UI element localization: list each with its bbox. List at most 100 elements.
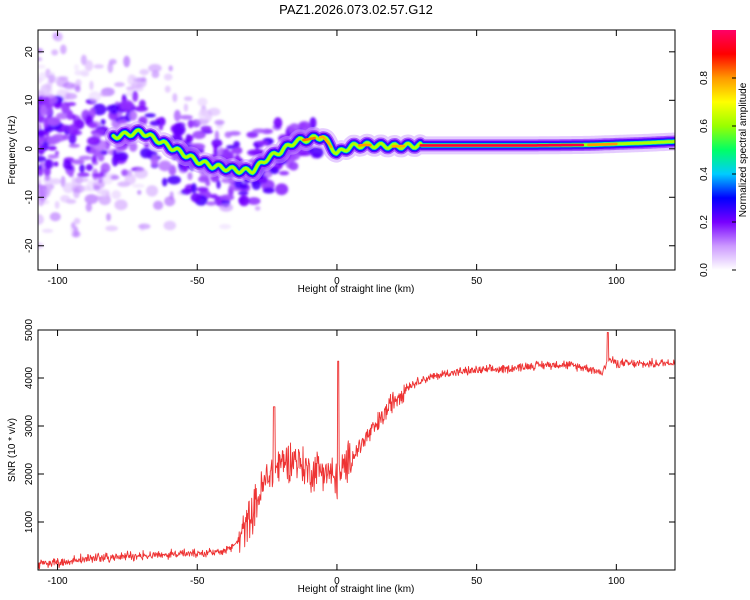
spectrogram-ridge-core — [587, 142, 618, 147]
spectrogram-blob — [60, 44, 67, 55]
spectrogram-blob — [109, 103, 119, 115]
spectrogram-ridge-core — [318, 135, 333, 149]
spectrogram-blob — [278, 170, 290, 176]
snr-line — [38, 331, 675, 570]
colorbar-label: Normalized spectral amplitude — [738, 82, 749, 217]
spectrogram-blob — [111, 190, 121, 200]
spectrogram-ridge-core — [302, 136, 316, 142]
spectrogram-blob — [54, 200, 60, 209]
spectrogram-blob — [44, 173, 51, 182]
spectrogram-blob — [114, 151, 129, 162]
spectrogram-blob — [251, 180, 261, 190]
spectrogram-blob — [54, 150, 60, 156]
spectrogram-ytick-label: -20 — [24, 238, 35, 253]
spectrogram-blob — [66, 102, 77, 107]
colorbar-tick-label: 0.6 — [699, 119, 710, 133]
snr-axes: -100 -50 0 50 100 1000 2000 3000 4000 5000 — [24, 318, 675, 587]
spectrogram-blob — [145, 185, 159, 197]
spectrogram-blob — [121, 169, 129, 177]
spectrogram-ytick-label: -10 — [24, 190, 35, 205]
spectrogram-blob — [129, 110, 138, 121]
spectrogram-blob — [182, 164, 189, 173]
spectrogram-blob — [134, 105, 148, 112]
spectrogram-blob — [246, 131, 259, 139]
spectrogram-xtick-label: 0 — [334, 276, 340, 287]
spectrogram-blob — [148, 63, 162, 73]
snr-xtick-label: 50 — [471, 576, 483, 587]
snr-xtick-label: 100 — [608, 576, 625, 587]
spectrogram-blob — [205, 201, 217, 206]
spectrogram-blob — [195, 118, 209, 125]
spectrogram-blob — [70, 222, 76, 229]
spectrogram-blob — [56, 112, 69, 120]
spectrogram-blob — [144, 113, 156, 118]
spectrogram-blob — [209, 194, 219, 199]
spectrogram-blob — [68, 132, 77, 145]
spectrogram-blob — [273, 117, 283, 129]
spectrogram-blob — [47, 154, 59, 159]
colorbar-tick-label: 0.2 — [699, 215, 710, 229]
spectrogram-blob — [137, 189, 142, 195]
spectrogram-blob — [214, 119, 225, 126]
spectrogram-blob — [81, 185, 91, 192]
spectrogram-xtick-label: 50 — [471, 276, 483, 287]
spectrogram-blob — [38, 164, 43, 170]
spectrogram-blob — [298, 121, 311, 130]
spectrogram-blob — [68, 171, 74, 178]
spectrogram-blob — [53, 161, 59, 167]
spectrogram-blob — [219, 223, 232, 230]
spectrogram-blob — [196, 186, 209, 193]
snr-ytick-label: 5000 — [24, 318, 35, 341]
spectrogram-blob — [107, 62, 114, 74]
spectrogram-blob — [158, 123, 164, 131]
snr-series-container — [38, 331, 675, 570]
spectrogram-blob — [93, 195, 102, 201]
spectrogram-blob — [187, 172, 193, 181]
spectrogram-blob — [51, 49, 59, 56]
spectrogram-blob — [100, 149, 108, 156]
spectrogram-blob — [48, 76, 60, 83]
spectrogram-blob — [92, 172, 105, 178]
colorbar-gradient — [712, 30, 736, 270]
colorbar: 0.0 0.2 0.4 0.6 0.8 Normalized spectral ampl… — [699, 30, 749, 277]
spectrogram-blob — [49, 212, 61, 222]
spectrogram-blob — [38, 56, 43, 62]
spectrogram-blob — [36, 11, 42, 16]
spectrogram-blob — [74, 70, 83, 76]
spectrogram-blob — [105, 225, 118, 232]
spectrogram-blob — [45, 186, 53, 194]
spectrogram-blob — [164, 85, 171, 93]
spectrogram-blob — [234, 180, 244, 189]
spectrogram-blob — [226, 144, 236, 150]
spectrogram-blob — [163, 73, 173, 81]
spectrogram-blob — [269, 166, 280, 175]
spectrogram-blob — [197, 97, 208, 107]
colorbar-tick-label: 0.4 — [699, 167, 710, 181]
spectrogram-blob — [38, 155, 47, 163]
spectrogram-blob — [93, 184, 101, 191]
spectrogram-blob — [211, 138, 223, 148]
spectrogram-blob — [220, 194, 235, 201]
spectrogram-blob — [97, 175, 103, 184]
spectrogram-ylabel: Frequency (Hz) — [7, 116, 18, 185]
spectrogram-blob — [131, 82, 143, 89]
spectrogram-blob — [48, 71, 55, 77]
spectrogram-blob — [78, 155, 92, 161]
spectrogram-blob — [219, 203, 234, 212]
spectrogram-blob — [151, 70, 160, 79]
spectrogram-blob — [124, 174, 136, 185]
spectrogram-blob — [38, 129, 45, 138]
spectrogram-blob — [119, 99, 134, 110]
spectrogram-blob — [198, 109, 211, 120]
spectrogram-blob — [66, 109, 74, 120]
spectrogram-xtick-label: -50 — [190, 276, 205, 287]
spectrogram-blob — [75, 176, 84, 184]
spectrogram-blob — [85, 164, 93, 171]
spectrogram-blob — [79, 163, 85, 173]
spectrogram-blob — [85, 202, 93, 212]
spectrogram-ytick-label: 0 — [24, 146, 35, 152]
spectrogram-blob — [88, 122, 98, 129]
spectrogram-blob — [67, 165, 74, 171]
